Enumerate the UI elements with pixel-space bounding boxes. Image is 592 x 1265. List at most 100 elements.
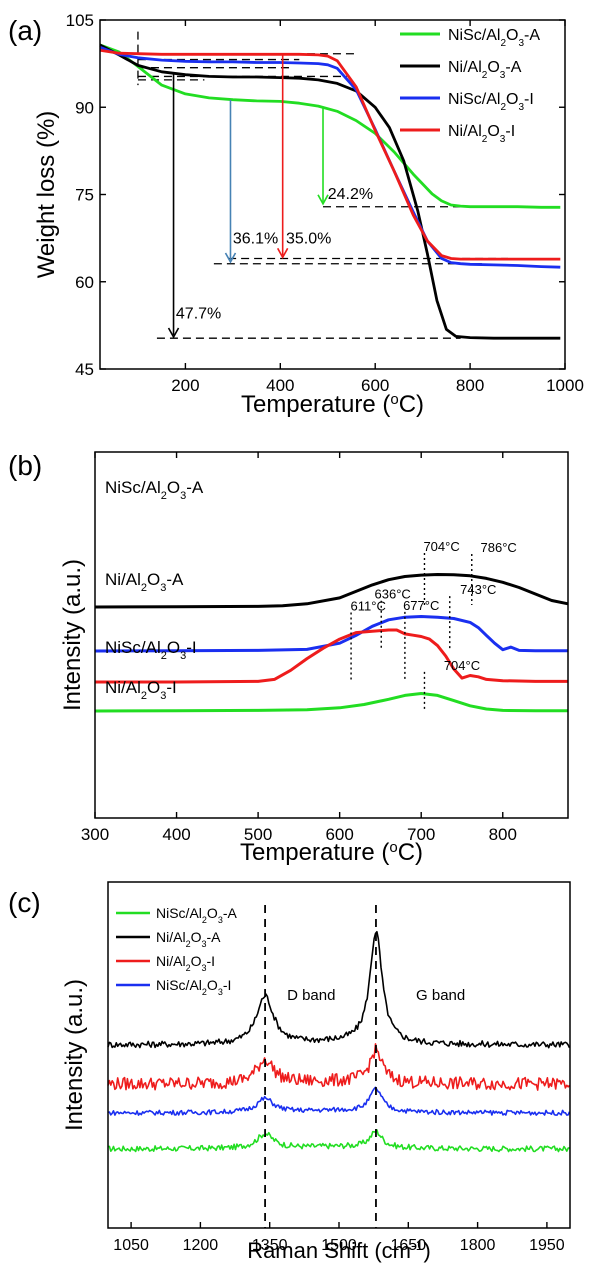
- legend-label-part: Ni/Al: [448, 123, 482, 140]
- legend-label-c-part: 3: [218, 915, 223, 925]
- annotation-label: 24.2%: [328, 186, 373, 203]
- x-axis-label-c: Raman Shift (cm-1): [247, 1237, 431, 1263]
- series-label-b-part: O: [167, 478, 180, 497]
- y-tick-label: 45: [75, 360, 94, 379]
- legend-label-part: 2: [500, 102, 506, 113]
- legend-label-part: 2: [482, 134, 488, 145]
- series-line-a-2: [99, 45, 561, 269]
- x-tick-label-b: 600: [325, 825, 353, 844]
- series-label-b-part: NiSc/Al: [105, 478, 161, 497]
- series-label-b: NiSc/Al2O3-A: [105, 478, 204, 502]
- x-tick-label-b: 700: [407, 825, 435, 844]
- legend-label-c: NiSc/Al2O3-A: [156, 905, 237, 925]
- series-label-b-part: NiSc/Al: [105, 638, 161, 657]
- series-label-b-part: O: [147, 678, 160, 697]
- legend-label-c-part: 2: [202, 915, 207, 925]
- annotation-label: 47.7%: [176, 305, 221, 322]
- x-tick-label-c: 1050: [113, 1237, 149, 1254]
- x-axis-label-part: C): [399, 391, 424, 418]
- x-tick-label: 1000: [546, 376, 584, 395]
- legend-label-c-part: NiSc/Al: [156, 977, 202, 993]
- legend-label-c-part: -I: [223, 977, 232, 993]
- series-label-b-part: O: [167, 638, 180, 657]
- legend-label: NiSc/Al2O3-I: [448, 91, 534, 113]
- legend-label-c: Ni/Al2O3-I: [156, 953, 215, 973]
- series-line-c-1: [107, 930, 571, 1049]
- legend-label-c-part: O: [191, 953, 202, 969]
- legend-label: Ni/Al2O3-A: [448, 59, 522, 81]
- peak-temperature-label: 636°C: [375, 587, 411, 602]
- series-line-a-0: [99, 43, 561, 209]
- x-axis-label-part: o: [390, 391, 398, 408]
- legend-label-part: NiSc/Al: [448, 27, 500, 44]
- legend-label-c-part: 3: [218, 987, 223, 997]
- legend-label-c-part: Ni/Al: [156, 929, 186, 945]
- panel-label-a: (a): [8, 15, 42, 46]
- series-label-b-part: O: [147, 570, 160, 589]
- band-label: G band: [416, 987, 465, 1004]
- series-line-c-0: [107, 1129, 570, 1153]
- x-tick-label: 600: [361, 376, 389, 395]
- legend-label-part: O: [487, 59, 499, 76]
- legend-label-part: 3: [500, 134, 506, 145]
- series-label-b-part: 3: [180, 490, 186, 502]
- peak-temperature-label: 704°C: [423, 539, 459, 554]
- y-axis-label: Weight loss (%): [33, 111, 60, 279]
- legend-label-c-part: NiSc/Al: [156, 905, 202, 921]
- x-axis-label-b-part: C): [398, 839, 423, 866]
- series-line-b-3: [95, 628, 568, 684]
- legend-label-part: -A: [524, 27, 540, 44]
- series-label-b-part: 3: [160, 690, 166, 702]
- legend-c: NiSc/Al2O3-ANi/Al2O3-ANi/Al2O3-INiSc/Al2…: [116, 905, 237, 997]
- legend-label: Ni/Al2O3-I: [448, 123, 515, 145]
- series-label-b-part: 2: [141, 582, 147, 594]
- legend-label-part: O: [506, 91, 518, 108]
- series-label-b-part: 2: [141, 690, 147, 702]
- legend-a: NiSc/Al2O3-ANi/Al2O3-ANiSc/Al2O3-INi/Al2…: [400, 27, 540, 145]
- series-label-b-part: Ni/Al: [105, 570, 141, 589]
- arrow-head: [224, 252, 237, 264]
- x-tick-label-c: 1650: [391, 1237, 427, 1254]
- panel-label-b: (b): [8, 450, 42, 481]
- legend-label-c-part: 2: [186, 939, 191, 949]
- x-tick-label-b: 400: [162, 825, 190, 844]
- x-tick-label-c: 1500: [321, 1237, 357, 1254]
- series-label-b-part: 2: [161, 490, 167, 502]
- peak-temperature-label: 786°C: [481, 540, 517, 555]
- legend-label-c-part: 2: [202, 987, 207, 997]
- legend-label-part: -I: [524, 91, 534, 108]
- legend-label-c-part: 3: [201, 939, 206, 949]
- series-label-b-part: -A: [186, 478, 204, 497]
- legend-label-c-part: Ni/Al: [156, 953, 186, 969]
- x-axis-label-b-part: o: [389, 839, 397, 856]
- annotation-label: 36.1%: [233, 230, 278, 247]
- series-label-b: NiSc/Al2O3-I: [105, 638, 197, 662]
- y-tick-label: 75: [75, 186, 94, 205]
- legend-label-c: Ni/Al2O3-A: [156, 929, 221, 949]
- series-line-c-3: [107, 1086, 571, 1116]
- legend-label-c-part: -A: [206, 929, 221, 945]
- legend-label-part: NiSc/Al: [448, 91, 500, 108]
- band-label: D band: [287, 987, 335, 1004]
- legend-label-c-part: -I: [206, 953, 215, 969]
- x-axis-label-part: Temperature (: [241, 391, 390, 418]
- y-axis-label-c: Intensity (a.u.): [61, 979, 88, 1131]
- series-line-c-2: [107, 1043, 571, 1091]
- x-axis-label-b: Temperature (oC): [240, 839, 423, 867]
- legend-label-part: Ni/Al: [448, 59, 482, 76]
- peak-temperature-label: 611°C: [351, 599, 386, 614]
- x-tick-label-b: 300: [81, 825, 109, 844]
- x-tick-label-c: 1350: [252, 1237, 288, 1254]
- series-line-b-0: [94, 692, 568, 713]
- series-label-b-part: -I: [186, 638, 196, 657]
- panel-label-c: (c): [8, 887, 41, 918]
- plot-frame: [94, 451, 569, 819]
- series-label-b-part: 3: [160, 582, 166, 594]
- series-label-b-part: 3: [180, 650, 186, 662]
- legend-label-part: 2: [482, 70, 488, 81]
- legend-label-c-part: 2: [186, 963, 191, 973]
- peak-temperature-label: 743°C: [460, 582, 496, 597]
- y-tick-label: 60: [75, 273, 94, 292]
- legend-label-c-part: -A: [223, 905, 238, 921]
